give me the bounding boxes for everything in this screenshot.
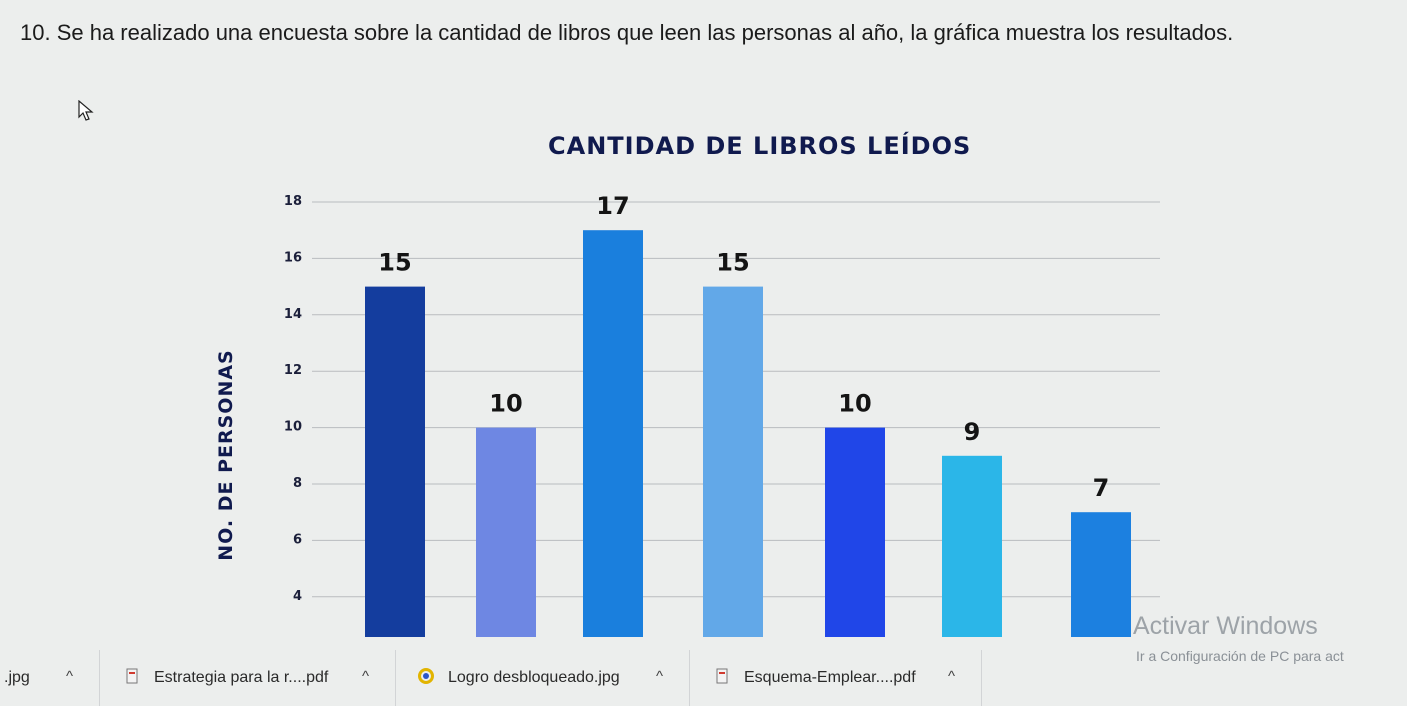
mouse-cursor-icon: [78, 100, 94, 121]
pdf-file-icon: [714, 668, 730, 689]
download-item-label: .jpg: [4, 669, 30, 686]
chevron-up-icon[interactable]: ^: [65, 668, 73, 685]
bar-value-label: 10: [838, 390, 871, 418]
bar-value-label: 15: [378, 249, 411, 277]
downloads-bar: .jpg ^ Estrategia para la r....pdf ^ Log…: [0, 646, 1407, 706]
download-item-label: Logro desbloqueado.jpg: [448, 669, 620, 686]
download-item[interactable]: .jpg ^: [0, 650, 100, 706]
y-tick-label: 12: [284, 363, 302, 378]
chevron-up-icon[interactable]: ^: [947, 668, 955, 685]
image-file-icon: [418, 667, 434, 689]
download-item[interactable]: Esquema-Emplear....pdf ^: [690, 650, 982, 706]
bar: [825, 427, 885, 637]
download-item-label: Esquema-Emplear....pdf: [744, 669, 916, 686]
chevron-up-icon[interactable]: ^: [361, 668, 369, 685]
download-item-label: Estrategia para la r....pdf: [154, 669, 329, 686]
bar-chart: 4 6 8 10 12 14 16 18 15 10 17 15 10 9 7: [284, 192, 1160, 637]
bar: [476, 427, 536, 637]
y-tick-label: 16: [284, 250, 302, 265]
bar: [1071, 512, 1131, 637]
pdf-file-icon: [124, 668, 140, 689]
activate-windows-subtitle: Ir a Configuración de PC para act: [1136, 648, 1344, 664]
bar-value-label: 10: [489, 390, 522, 418]
y-tick-label: 4: [293, 589, 302, 604]
bar-value-label: 15: [716, 249, 749, 277]
download-item[interactable]: Estrategia para la r....pdf ^: [100, 650, 396, 706]
question-text: 10. Se ha realizado una encuesta sobre l…: [20, 20, 1234, 45]
y-tick-label: 10: [284, 420, 302, 435]
y-tick-label: 8: [293, 476, 302, 491]
bar-value-label: 17: [596, 192, 629, 220]
y-tick-label: 6: [293, 532, 302, 547]
bar-value-label: 7: [1093, 474, 1110, 502]
bar: [942, 455, 1002, 637]
activate-windows-title: Activar Windows: [1133, 612, 1318, 640]
download-item[interactable]: Logro desbloqueado.jpg ^: [396, 650, 690, 706]
chevron-up-icon[interactable]: ^: [655, 668, 663, 685]
bar: [583, 230, 643, 637]
bar: [703, 286, 763, 637]
y-tick-label: 18: [284, 194, 302, 209]
y-tick-label: 14: [284, 307, 302, 322]
bar-value-label: 9: [964, 418, 981, 446]
bar: [365, 286, 425, 637]
chart-title: CANTIDAD DE LIBROS LEÍDOS: [548, 132, 972, 160]
